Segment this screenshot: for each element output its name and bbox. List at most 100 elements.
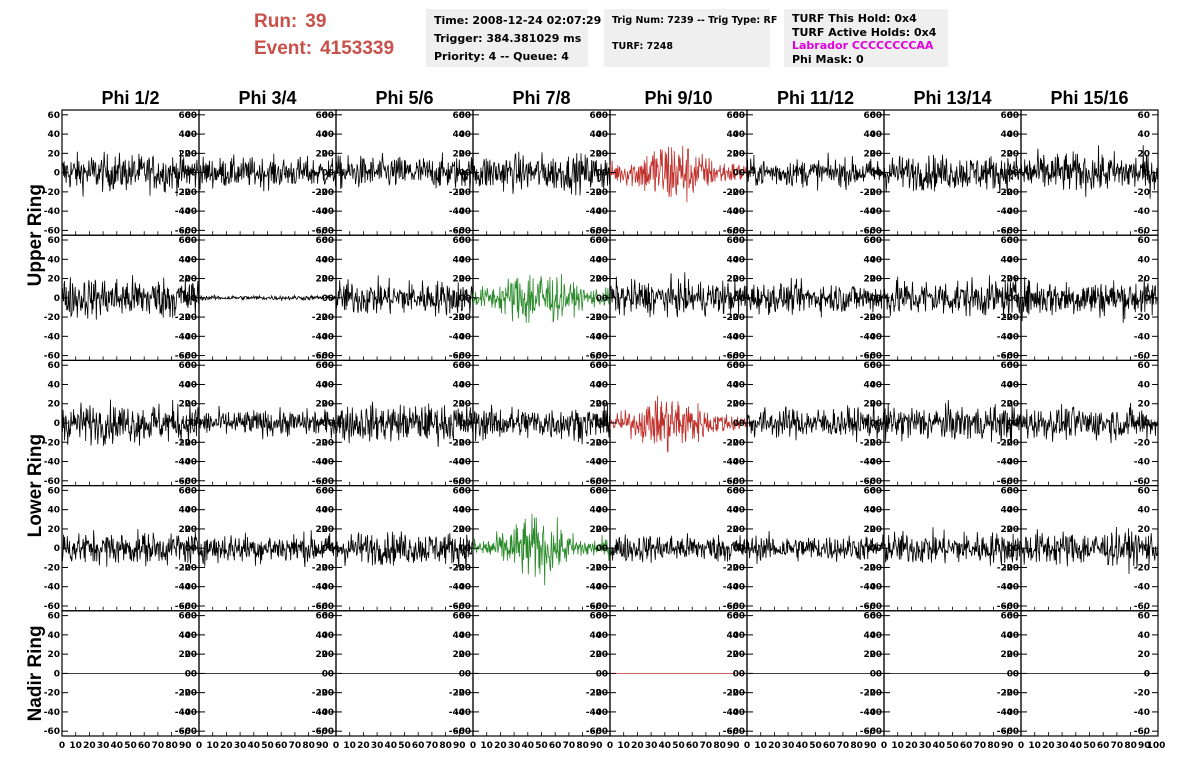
y-tick-label-right: -40: [723, 583, 739, 593]
y-tick-label-right: -60: [1134, 727, 1150, 737]
waveform-trace: [198, 153, 337, 192]
x-tick-label: 20: [494, 741, 507, 751]
y-tick-label-left: 40: [458, 255, 471, 265]
y-tick-label-left: 60: [184, 361, 197, 371]
y-tick-label-right: -40: [175, 207, 191, 217]
y-tick-label-right: -60: [860, 727, 876, 737]
y-tick-label-left: 40: [184, 130, 197, 140]
waveform-trace: [61, 399, 200, 446]
y-tick-label-left: -40: [1003, 708, 1019, 718]
y-tick-label-right: 20: [315, 650, 328, 660]
x-tick-label: 20: [631, 741, 644, 751]
y-tick-label-right: 0: [733, 669, 739, 679]
y-tick-label-left: 40: [184, 255, 197, 265]
y-tick-label-right: -40: [586, 583, 602, 593]
y-tick-label-left: -20: [729, 689, 745, 699]
y-tick-label-right: -20: [449, 438, 465, 448]
y-tick-label-right: -60: [449, 727, 465, 737]
y-tick-label-left: 0: [602, 419, 608, 429]
waveform-trace: [746, 277, 885, 318]
y-tick-label-left: 0: [54, 544, 60, 554]
x-tick-label: 0: [1018, 741, 1024, 751]
y-tick-label-left: -60: [318, 226, 334, 236]
waveform-trace: [61, 529, 200, 567]
y-tick-label-right: 0: [185, 419, 191, 429]
y-tick-label-left: -20: [318, 188, 334, 198]
y-tick-label-left: -20: [1003, 689, 1019, 699]
x-tick-label: 80: [850, 741, 863, 751]
y-tick-label-right: 60: [589, 236, 602, 246]
y-tick-label-right: -40: [1134, 708, 1150, 718]
turf-text: TURF: 7248: [612, 41, 674, 52]
y-tick-label-right: -60: [312, 352, 328, 362]
y-tick-label-left: 60: [184, 111, 197, 121]
y-tick-label-right: 0: [870, 669, 876, 679]
y-tick-label-right: 40: [589, 631, 602, 641]
y-tick-label-right: -40: [860, 332, 876, 342]
y-tick-label-left: -60: [44, 226, 60, 236]
y-tick-label-right: 20: [726, 650, 739, 660]
y-tick-label-right: -60: [1134, 477, 1150, 487]
x-tick-label: 20: [357, 741, 370, 751]
y-tick-label-left: -40: [318, 708, 334, 718]
y-tick-label-left: 20: [732, 149, 745, 159]
y-tick-label-right: 0: [870, 294, 876, 304]
y-tick-label-right: -60: [449, 352, 465, 362]
y-tick-label-left: 20: [1006, 400, 1019, 410]
turf-info-box: TURF This Hold: 0x4 TURF Active Holds: 0…: [784, 9, 948, 67]
y-tick-label-right: 0: [596, 544, 602, 554]
y-tick-label-right: 60: [452, 361, 465, 371]
y-tick-label-left: -20: [866, 689, 882, 699]
y-tick-label-left: 0: [876, 544, 882, 554]
y-tick-label-left: 20: [184, 525, 197, 535]
x-tick-label: 70: [563, 741, 576, 751]
y-tick-label-right: 0: [322, 419, 328, 429]
y-tick-label-right: 40: [1000, 380, 1013, 390]
x-tick-label: 80: [439, 741, 452, 751]
y-tick-label-left: 0: [739, 294, 745, 304]
x-tick-label: 80: [713, 741, 726, 751]
waveform-trace: [335, 531, 474, 568]
y-tick-label-left: -60: [1003, 727, 1019, 737]
x-tick-label: 30: [645, 741, 658, 751]
y-tick-label-left: 20: [732, 650, 745, 660]
y-tick-label-left: 60: [321, 486, 334, 496]
y-tick-label-left: 20: [595, 400, 608, 410]
y-tick-label-right: -20: [449, 689, 465, 699]
y-tick-label-left: 20: [184, 275, 197, 285]
y-tick-label-left: -40: [866, 583, 882, 593]
x-tick-label: 70: [152, 741, 165, 751]
y-tick-label-right: -60: [175, 226, 191, 236]
y-tick-label-left: -60: [455, 477, 471, 487]
x-tick-label: 30: [919, 741, 932, 751]
y-tick-label-right: 20: [1137, 650, 1150, 660]
y-tick-label-left: 60: [595, 236, 608, 246]
y-tick-label-left: -20: [592, 689, 608, 699]
y-tick-label-left: -40: [44, 583, 60, 593]
y-tick-label-right: 20: [315, 525, 328, 535]
x-tick-label: 90: [727, 741, 740, 751]
y-tick-label-right: 60: [178, 236, 191, 246]
x-tick-label: 50: [535, 741, 548, 751]
y-tick-label-right: 40: [178, 130, 191, 140]
y-tick-label-right: 60: [1137, 236, 1150, 246]
y-tick-label-left: -20: [592, 438, 608, 448]
x-tick-label: 10: [617, 741, 630, 751]
x-tick-label: 30: [97, 741, 110, 751]
y-tick-label-right: 60: [589, 486, 602, 496]
y-tick-label-right: 0: [322, 544, 328, 554]
y-tick-label-left: 0: [739, 169, 745, 179]
y-tick-label-right: 20: [452, 275, 465, 285]
x-tick-label: 40: [933, 741, 946, 751]
y-tick-label-left: -20: [455, 188, 471, 198]
x-tick-label: 80: [987, 741, 1000, 751]
y-tick-label-right: -20: [312, 438, 328, 448]
y-tick-label-right: -40: [997, 458, 1013, 468]
y-tick-label-left: -40: [1003, 207, 1019, 217]
y-tick-label-right: -40: [312, 708, 328, 718]
waveform-trace: [883, 154, 1022, 194]
y-tick-label-left: -20: [181, 188, 197, 198]
x-tick-label: 0: [881, 741, 887, 751]
y-tick-label-left: 0: [876, 169, 882, 179]
y-tick-label-right: -40: [586, 332, 602, 342]
